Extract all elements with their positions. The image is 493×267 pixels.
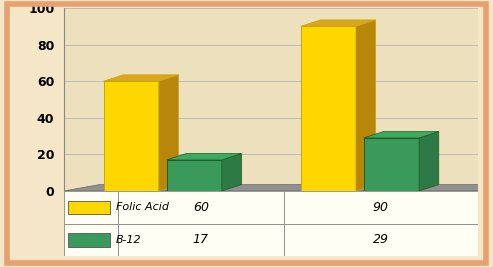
Polygon shape (301, 20, 376, 26)
FancyBboxPatch shape (283, 191, 478, 224)
Bar (301, 26, 356, 191)
Text: 29: 29 (373, 233, 389, 246)
Bar (68, 201, 109, 214)
Polygon shape (64, 184, 493, 191)
Polygon shape (419, 132, 439, 191)
Bar (64, 191, 478, 195)
Polygon shape (364, 132, 439, 138)
FancyBboxPatch shape (118, 191, 283, 224)
Polygon shape (104, 75, 178, 81)
Text: B-12: B-12 (116, 235, 141, 245)
Bar (167, 160, 222, 191)
Text: 60: 60 (193, 201, 209, 214)
Text: 90: 90 (373, 201, 389, 214)
Bar (364, 138, 419, 191)
FancyBboxPatch shape (118, 224, 283, 256)
Polygon shape (167, 154, 242, 160)
Polygon shape (159, 75, 178, 191)
Bar (104, 81, 159, 191)
Polygon shape (356, 20, 376, 191)
Text: Folic Acid: Folic Acid (116, 202, 169, 212)
FancyBboxPatch shape (64, 191, 118, 224)
Text: 17: 17 (193, 233, 209, 246)
Bar (68, 233, 109, 246)
FancyBboxPatch shape (283, 224, 478, 256)
FancyBboxPatch shape (64, 224, 118, 256)
Polygon shape (222, 154, 242, 191)
